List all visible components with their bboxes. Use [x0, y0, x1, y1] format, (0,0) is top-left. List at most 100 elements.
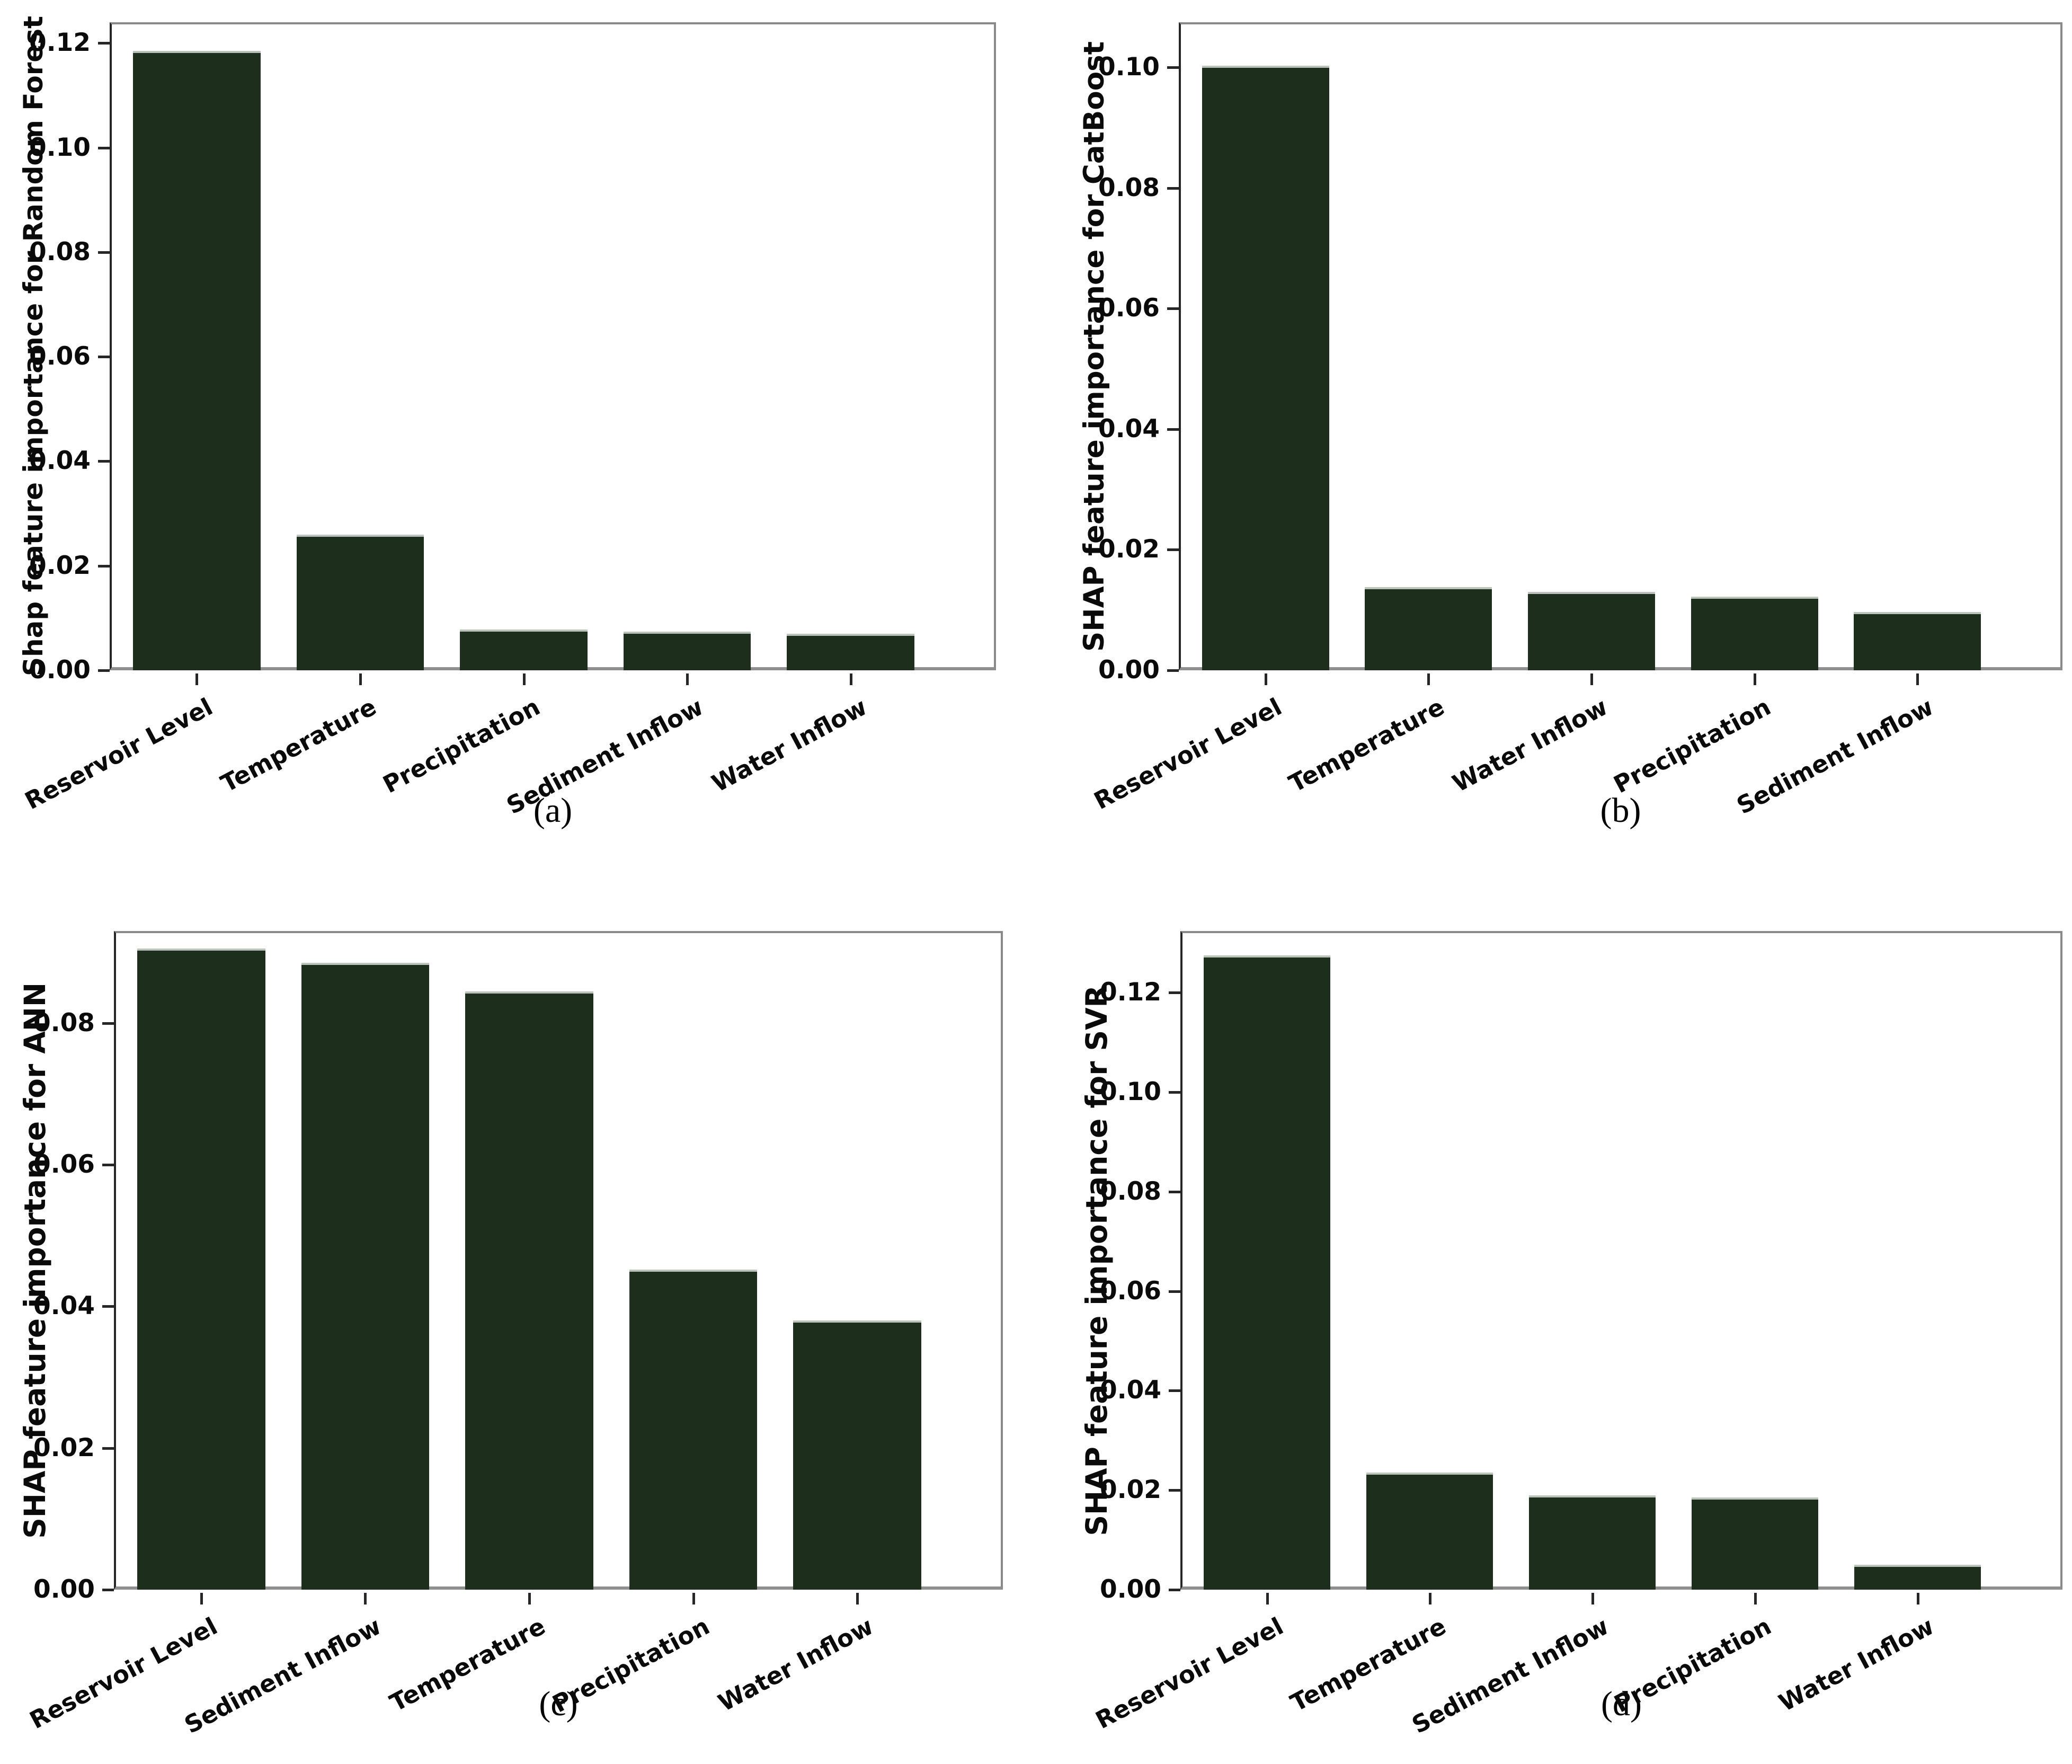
y-tick-mark: [102, 1022, 114, 1025]
y-tick-mark: [1169, 1489, 1180, 1492]
y-tick-mark: [1167, 187, 1179, 190]
x-tick-mark: [1916, 673, 1919, 685]
y-tick-mark: [102, 1305, 114, 1308]
bar-sediment-inflow: [623, 632, 751, 670]
x-tick-mark: [856, 1593, 859, 1605]
y-tick-mark: [1169, 991, 1180, 995]
bar-reservoir-level: [137, 949, 265, 1590]
y-tick-label: 0.04: [33, 1291, 95, 1321]
y-tick-label: 0.04: [29, 446, 91, 476]
y-tick-label: 0.02: [1098, 535, 1160, 564]
y-tick-label: 0.04: [1098, 414, 1160, 444]
x-tick-mark: [364, 1593, 367, 1605]
y-tick-mark: [98, 460, 110, 463]
bar-temperature: [1365, 587, 1492, 670]
y-tick-mark: [102, 1164, 114, 1167]
y-tick-label: 0.10: [1100, 1077, 1161, 1107]
x-tick-mark: [528, 1593, 531, 1605]
y-tick-mark: [98, 146, 110, 149]
bar-reservoir-level: [1203, 955, 1331, 1590]
y-tick-label: 0.02: [33, 1433, 95, 1462]
bar-temperature: [296, 534, 424, 670]
y-tick-mark: [1169, 1190, 1180, 1193]
x-tick-mark: [1427, 673, 1430, 685]
y-tick-label: 0.08: [29, 237, 91, 267]
y-tick-mark: [1169, 1589, 1180, 1591]
caption-a: (a): [533, 791, 573, 830]
y-tick-mark: [98, 251, 110, 254]
x-tick-mark: [1916, 1593, 1919, 1605]
y-tick-label: 0.02: [29, 551, 91, 580]
bar-water-inflow: [1854, 1565, 1981, 1590]
y-axis-label-text: SHAP feature importance for SVR: [1079, 985, 1114, 1536]
bar-water-inflow: [793, 1320, 921, 1590]
bar-precipitation: [460, 630, 588, 670]
bar-water-inflow: [1528, 592, 1655, 670]
y-tick-label: 0.08: [1100, 1176, 1161, 1206]
y-tick-label: 0.04: [1100, 1376, 1161, 1405]
y-tick-mark: [1169, 1389, 1180, 1393]
y-tick-mark: [1169, 1091, 1180, 1094]
y-tick-label: 0.06: [33, 1150, 95, 1180]
y-tick-mark: [1167, 428, 1179, 431]
caption-d: (d): [1601, 1685, 1642, 1723]
bar-reservoir-level: [1202, 65, 1329, 670]
y-tick-mark: [102, 1589, 114, 1591]
y-tick-label: 0.10: [29, 132, 91, 162]
y-tick-label: 0.00: [33, 1575, 95, 1604]
bar-water-inflow: [787, 633, 915, 670]
y-tick-label: 0.02: [1100, 1475, 1161, 1505]
y-tick-mark: [1167, 669, 1179, 672]
bar-temperature: [1366, 1473, 1493, 1590]
y-tick-mark: [1167, 66, 1179, 69]
bar-precipitation: [1691, 1497, 1819, 1590]
x-tick-mark: [692, 1593, 695, 1605]
caption-c: (c): [539, 1685, 578, 1723]
y-tick-label: 0.00: [1100, 1575, 1161, 1604]
x-tick-mark: [1264, 673, 1267, 685]
x-tick-mark: [200, 1593, 203, 1605]
y-tick-mark: [1167, 548, 1179, 552]
x-tick-mark: [1266, 1593, 1269, 1605]
y-tick-label: 0.10: [1098, 52, 1160, 82]
x-tick-mark: [359, 673, 362, 685]
y-tick-label: 0.06: [1098, 294, 1160, 323]
y-tick-mark: [1167, 307, 1179, 311]
y-tick-label: 0.00: [29, 655, 91, 685]
x-tick-mark: [195, 673, 199, 685]
x-tick-mark: [1590, 673, 1593, 685]
bar-sediment-inflow: [1854, 611, 1981, 670]
y-tick-label: 0.06: [1100, 1276, 1161, 1306]
bar-sediment-inflow: [1528, 1495, 1656, 1590]
y-tick-mark: [98, 356, 110, 359]
bar-sediment-inflow: [301, 963, 430, 1590]
y-tick-mark: [98, 42, 110, 45]
bar-temperature: [465, 991, 593, 1590]
x-tick-mark: [1754, 1593, 1757, 1605]
x-tick-mark: [1753, 673, 1756, 685]
x-tick-mark: [1428, 1593, 1431, 1605]
bar-reservoir-level: [132, 51, 261, 670]
x-tick-mark: [1591, 1593, 1594, 1605]
y-tick-mark: [102, 1447, 114, 1450]
y-tick-mark: [1169, 1290, 1180, 1293]
y-tick-mark: [98, 669, 110, 672]
bar-precipitation: [1691, 597, 1818, 670]
y-tick-label: 0.08: [33, 1008, 95, 1038]
y-tick-label: 0.08: [1098, 173, 1160, 202]
y-tick-label: 0.06: [29, 342, 91, 371]
y-tick-label: 0.12: [1100, 978, 1161, 1007]
y-tick-label: 0.12: [29, 28, 91, 58]
x-tick-mark: [849, 673, 852, 685]
caption-b: (b): [1600, 791, 1641, 830]
bar-precipitation: [629, 1269, 758, 1590]
y-tick-mark: [98, 564, 110, 568]
y-tick-label: 0.00: [1098, 655, 1160, 685]
x-tick-mark: [686, 673, 689, 685]
x-tick-mark: [522, 673, 526, 685]
